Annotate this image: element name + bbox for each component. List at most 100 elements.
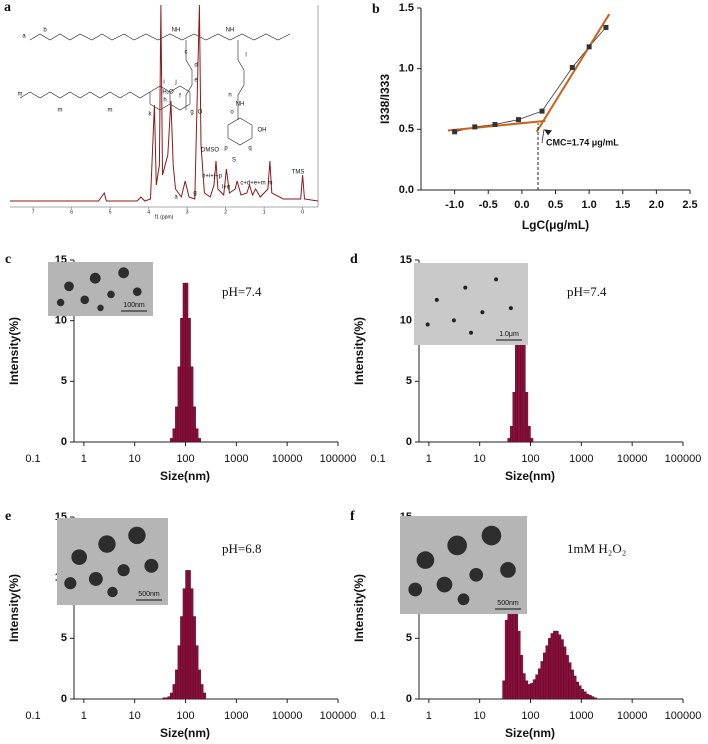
x-tick-label: -1.0 bbox=[445, 199, 464, 211]
bar bbox=[185, 282, 189, 443]
x-tick-label: 6 bbox=[70, 209, 73, 215]
y-tick-label: 0.0 bbox=[399, 184, 414, 196]
x-tick-label: 0.1 bbox=[370, 453, 385, 465]
inset-particle bbox=[469, 330, 473, 335]
y-tick-label: 0 bbox=[61, 436, 67, 448]
inset-particle bbox=[89, 272, 101, 284]
inset-particle bbox=[500, 562, 516, 578]
bar bbox=[198, 669, 201, 700]
bar bbox=[175, 406, 179, 443]
structure-label: p bbox=[224, 146, 228, 152]
structure-label: h bbox=[163, 98, 166, 104]
y-axis-label: I338/I333 bbox=[378, 74, 392, 124]
structure-label: OH bbox=[258, 128, 267, 134]
bar bbox=[576, 681, 579, 700]
x-tick-label: 100 bbox=[176, 710, 194, 722]
y-tick-label: 0 bbox=[61, 693, 67, 705]
x-axis-label: Size(nm) bbox=[505, 726, 555, 740]
y-tick-label: 10 bbox=[400, 315, 412, 327]
inset-particle bbox=[451, 318, 456, 323]
bar bbox=[591, 696, 595, 700]
bar bbox=[182, 282, 186, 443]
inset-particle bbox=[107, 290, 115, 299]
x-tick-label: 10 bbox=[129, 453, 141, 465]
bar bbox=[515, 604, 518, 700]
structure-label: k bbox=[149, 112, 153, 118]
x-tick-label: 0.0 bbox=[514, 199, 529, 211]
spectrum-line bbox=[10, 4, 319, 202]
bar bbox=[540, 661, 544, 700]
bar bbox=[578, 685, 582, 700]
x-tick-label: 4 bbox=[147, 209, 150, 215]
x-tick-label: 100 bbox=[176, 453, 194, 465]
x-tick-label: 100000 bbox=[320, 710, 357, 722]
bar bbox=[527, 426, 531, 443]
bar bbox=[543, 652, 546, 700]
peak-annotation: c+d+e+m bbox=[240, 181, 265, 187]
bar bbox=[522, 673, 526, 700]
inset-particle bbox=[494, 277, 499, 282]
bar bbox=[185, 570, 189, 700]
peak-annotation: m bbox=[268, 181, 273, 187]
structure-drawing bbox=[19, 33, 291, 146]
bar bbox=[192, 406, 196, 443]
structure-label: e bbox=[194, 78, 198, 84]
bar bbox=[573, 675, 577, 700]
peak-annotation: h+i+j+p bbox=[202, 174, 223, 180]
data-point bbox=[586, 44, 592, 50]
x-axis-label: f1 (ppm) bbox=[155, 214, 174, 220]
bar bbox=[563, 646, 567, 700]
inset-particle bbox=[64, 577, 77, 590]
structure-label: NH bbox=[226, 28, 235, 34]
bar bbox=[532, 679, 536, 700]
annotation: pH=7.4 bbox=[222, 284, 262, 299]
data-point bbox=[603, 24, 609, 30]
x-axis-label: LgC(μg/mL) bbox=[522, 218, 589, 232]
peak-annotation: DMSO bbox=[201, 148, 219, 154]
x-tick-label: 2.5 bbox=[682, 199, 697, 211]
data-point bbox=[569, 64, 575, 70]
x-tick-label: 1 bbox=[81, 710, 87, 722]
x-tick-label: 10 bbox=[129, 710, 141, 722]
structure-label: f bbox=[179, 94, 181, 100]
y-axis-label: Intensity(%) bbox=[7, 317, 21, 385]
structure-label: NH bbox=[236, 102, 245, 108]
bar bbox=[522, 333, 526, 443]
bar bbox=[187, 318, 191, 443]
bar bbox=[593, 697, 597, 700]
x-tick-label: 1000 bbox=[224, 710, 248, 722]
structure-label: a bbox=[22, 34, 26, 40]
inset-particle bbox=[88, 571, 103, 586]
bar bbox=[170, 692, 173, 700]
structure-label: m bbox=[58, 108, 63, 114]
data-point bbox=[472, 124, 478, 130]
structure-label: m bbox=[108, 108, 113, 114]
y-tick-label: 0.5 bbox=[399, 123, 414, 135]
y-axis-label: Intensity(%) bbox=[352, 574, 366, 642]
bar bbox=[504, 619, 508, 700]
bar bbox=[520, 655, 524, 700]
inset-particle bbox=[480, 310, 485, 315]
x-tick-label: 100000 bbox=[665, 453, 702, 465]
x-tick-label: 2.0 bbox=[649, 199, 664, 211]
x-tick-label: 0 bbox=[301, 209, 304, 215]
y-tick-label: 15 bbox=[400, 254, 412, 266]
bar bbox=[187, 570, 191, 700]
x-tick-label: -0.5 bbox=[479, 199, 498, 211]
inset-particle bbox=[425, 322, 430, 327]
x-tick-label: 100000 bbox=[320, 453, 357, 465]
bar bbox=[180, 616, 184, 700]
inset-particle bbox=[117, 564, 130, 577]
annotation-arrow bbox=[541, 129, 545, 144]
x-tick-label: 10000 bbox=[272, 710, 303, 722]
x-tick-label: 10000 bbox=[617, 710, 648, 722]
bar bbox=[537, 668, 541, 700]
bar bbox=[517, 630, 521, 700]
x-tick-label: 10 bbox=[474, 710, 486, 722]
x-tick-label: 0.1 bbox=[25, 710, 40, 722]
x-tick-label: 100000 bbox=[665, 710, 702, 722]
inset-particle bbox=[64, 281, 74, 292]
panel-label: b bbox=[372, 2, 380, 17]
data-point bbox=[516, 117, 522, 123]
data-line bbox=[454, 27, 607, 133]
